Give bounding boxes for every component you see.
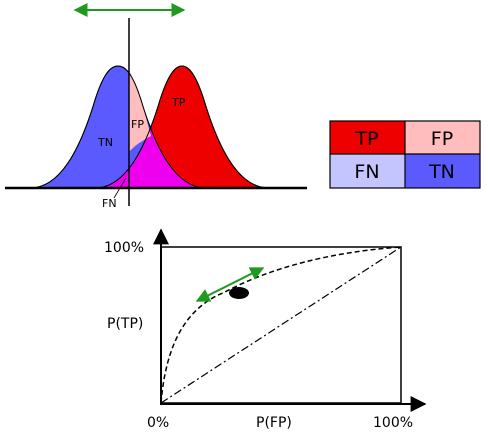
roc-curve: [160, 246, 402, 404]
x-max-label: 100%: [373, 415, 413, 431]
chance-diagonal: [160, 246, 402, 404]
cell-fn-label: FN: [354, 161, 379, 183]
cell-tp: [330, 121, 405, 154]
cell-tn: [405, 154, 480, 188]
tn-region-label: TN: [97, 136, 113, 149]
y-axis-label: P(TP): [107, 316, 143, 332]
x-axis-label: P(FP): [256, 415, 292, 431]
distribution-plot: TN TP FP FN: [5, 3, 307, 210]
operating-point-arrow: [195, 267, 265, 302]
cell-tn-label: TN: [428, 161, 455, 183]
tp-region-label: TP: [171, 96, 186, 109]
cell-fp-label: FP: [431, 128, 453, 150]
operating-point: [229, 287, 249, 299]
x-min-label: 0%: [147, 415, 169, 431]
cell-fn: [330, 154, 405, 188]
cell-fp: [405, 121, 480, 154]
fn-region-label: FN: [102, 197, 117, 210]
false-positive-region: [129, 70, 151, 152]
cell-tp-label: TP: [354, 128, 378, 150]
fp-region-label: FP: [131, 118, 144, 131]
confusion-matrix: TP FP FN TN: [329, 120, 481, 189]
roc-plot: 100% P(TP) 0% P(FP) 100%: [104, 228, 427, 431]
y-max-label: 100%: [104, 240, 144, 256]
fn-leader-line: [113, 177, 127, 199]
